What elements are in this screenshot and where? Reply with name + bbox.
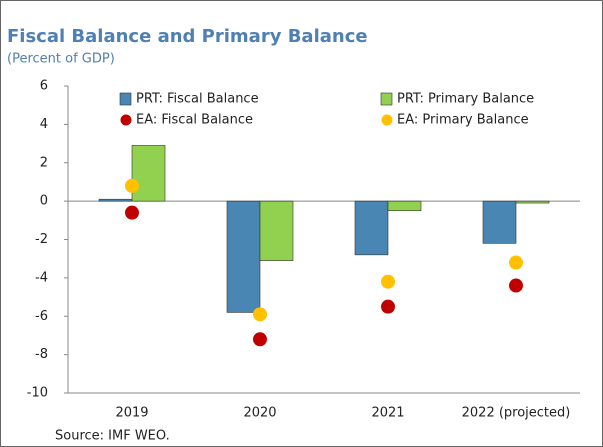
legend-swatch [119, 92, 132, 106]
y-tick-label: 4 [40, 117, 48, 132]
dot [509, 278, 523, 293]
x-tick-label: 2019 [115, 406, 148, 421]
dot [253, 332, 267, 347]
legend-dot [120, 114, 132, 126]
dot [125, 178, 139, 193]
legend-label: PRT: Primary Balance [397, 92, 534, 107]
y-tick-label: -10 [27, 386, 48, 401]
bar [354, 200, 389, 256]
dot [125, 205, 139, 220]
x-tick-label: 2020 [243, 406, 276, 421]
x-tick-label: 2021 [371, 406, 404, 421]
y-tick-label: -2 [35, 232, 48, 247]
chart-subtitle: (Percent of GDP) [7, 52, 115, 67]
bar [482, 200, 517, 244]
x-tick-label: 2022 (projected) [462, 406, 571, 421]
legend-swatch [380, 92, 393, 106]
y-tick-label: 6 [40, 79, 48, 94]
legend-dot [381, 114, 393, 126]
dot [381, 274, 395, 289]
legend-label: EA: Fiscal Balance [136, 113, 253, 128]
dot [509, 255, 523, 270]
legend-label: EA: Primary Balance [397, 113, 529, 128]
y-tick-label: -6 [35, 309, 48, 324]
bar [259, 200, 294, 261]
bar [226, 200, 261, 313]
source: Source: IMF WEO. [55, 429, 170, 444]
bar [387, 200, 422, 212]
y-tick-label: -8 [35, 347, 48, 362]
y-tick-label: -4 [35, 270, 48, 285]
chart-title: Fiscal Balance and Primary Balance [7, 26, 368, 47]
bar [515, 200, 550, 204]
bar [131, 145, 166, 202]
dot [253, 307, 267, 322]
y-tick-label: 2 [40, 155, 48, 170]
y-tick-label: 0 [40, 194, 48, 209]
legend-label: PRT: Fiscal Balance [136, 92, 259, 107]
bar [98, 198, 133, 202]
dot [381, 299, 395, 314]
